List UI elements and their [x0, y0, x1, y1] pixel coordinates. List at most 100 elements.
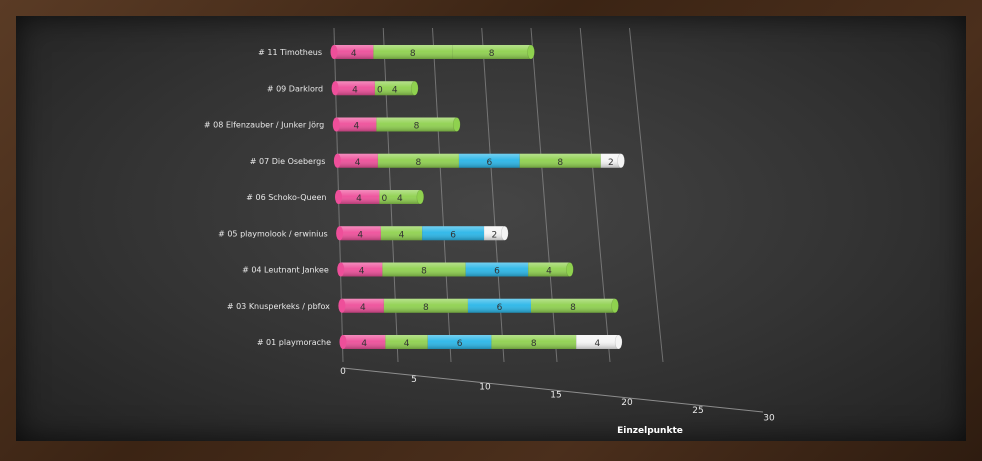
category-label: # 05 playmolook / erwinius [218, 229, 328, 238]
x-tick-label-20: 20 [621, 398, 633, 408]
x-axis-title: Einzelpunkte [617, 426, 683, 436]
bar-segment-shading [382, 262, 466, 277]
bar-value-label: 6 [457, 339, 463, 349]
x-tick-label-25: 25 [692, 406, 703, 416]
bar-start-cap [330, 45, 338, 59]
bar-segment-shading [336, 117, 377, 132]
bar-value-label: 2 [608, 158, 614, 168]
bar-start-cap [337, 262, 345, 277]
bar-segment-shading [452, 45, 531, 59]
x-tick-label-10: 10 [479, 383, 491, 393]
bar-end-cap [527, 44, 535, 60]
bar-segment-shading [339, 226, 381, 241]
bar-value-label: 4 [404, 339, 410, 349]
bar-end-cap [566, 262, 574, 277]
category-label: # 08 Elfenzauber / Junker Jörg [204, 121, 324, 130]
bar-value-label: 4 [359, 267, 365, 277]
bar-segment-shading [337, 153, 378, 168]
bar-start-cap [331, 81, 339, 96]
gridline-30 [629, 27, 664, 363]
bar-value-label: 8 [421, 267, 427, 277]
bar-end-cap [500, 225, 509, 241]
bar-value-label: 6 [486, 158, 492, 168]
bar-end-cap [611, 298, 619, 314]
category-label: # 03 Knusperkeks / pbfox [227, 302, 330, 311]
bar-value-label: 4 [399, 230, 405, 240]
bar-end-cap [410, 80, 419, 96]
bar-value-label: 4 [356, 194, 362, 204]
bar-start-cap [333, 153, 341, 168]
bar-value-label: 4 [595, 339, 601, 349]
bar-segment-shading [340, 262, 383, 277]
bar-value-label: 2 [492, 230, 498, 240]
bar-segment-shading [341, 298, 384, 313]
category-label: # 09 Darklord [267, 84, 323, 93]
bar-end-cap [452, 117, 461, 132]
bar-start-cap [338, 298, 346, 313]
bar-segment-shading [484, 226, 505, 241]
bar-value-label: 8 [423, 303, 429, 313]
bar-segment-shading [373, 45, 453, 59]
bar-segment-shading [422, 226, 485, 241]
bar-value-label: 4 [355, 158, 361, 168]
category-label: # 06 Schoko-Queen [246, 193, 326, 202]
bar-start-cap [339, 335, 347, 349]
bar-end-cap [416, 189, 425, 205]
bar-value-label: 8 [489, 49, 495, 59]
bar-segment-shading [385, 335, 428, 349]
category-label: # 11 Timotheus [258, 48, 322, 57]
bar-value-label: 4 [357, 230, 363, 240]
bar-value-label: 0 [382, 194, 388, 204]
bar-segment-shading [379, 190, 421, 204]
bar-segment-shading [377, 153, 459, 168]
bar-value-label: 6 [494, 267, 500, 277]
chalkboard: 0 5 10 15 20 25 30 # 11 Timotheus # 09 Darklord… [16, 16, 966, 441]
bar-segment-shading [465, 262, 529, 277]
category-label: # 04 Leutnant Jankee [242, 266, 329, 275]
bar-segment-shading [576, 335, 619, 349]
bar-value-label: 6 [450, 230, 456, 240]
bar-value-label: 4 [392, 85, 398, 95]
bar-segment-shading [467, 298, 531, 313]
category-label: # 07 Die Osebergs [250, 157, 326, 166]
x-tick-label-30: 30 [763, 414, 775, 424]
bar-start-cap [336, 226, 344, 241]
x-tick-label-0: 0 [340, 367, 346, 377]
label-layer: # 11 Timotheus # 09 Darklord # 08 Elfenzau… [204, 48, 614, 349]
bar-start-cap [332, 117, 340, 132]
category-label: # 01 playmorache [257, 338, 331, 347]
bar-end-cap [617, 153, 625, 169]
x-tick-label-15: 15 [550, 390, 561, 400]
bar-segment-shading [374, 81, 415, 96]
bar-segment-shading [600, 153, 622, 168]
bar-value-label: 4 [360, 303, 366, 313]
bar-value-label: 8 [414, 122, 420, 132]
bar-segment-shading [491, 335, 577, 349]
bar-value-label: 8 [557, 158, 563, 168]
bar-segment-shading [528, 262, 570, 277]
bar-segment-shading [530, 298, 616, 313]
bar-segment-shading [380, 226, 423, 241]
axis-layer: 0 5 10 15 20 25 30 [340, 367, 775, 424]
bar-segment-shading [519, 153, 601, 168]
bar-value-label: 4 [397, 194, 403, 204]
bar-value-label: 6 [497, 303, 503, 313]
bar-segment-shading [343, 335, 386, 349]
bar-value-label: 0 [377, 85, 383, 95]
bar-segment-shading [335, 81, 375, 96]
bar-value-label: 4 [361, 339, 367, 349]
x-tick-label-5: 5 [411, 375, 417, 385]
bar-value-label: 8 [416, 158, 422, 168]
bar-value-label: 4 [546, 267, 552, 277]
bar-value-label: 4 [351, 49, 357, 59]
bar-value-label: 8 [570, 303, 576, 313]
bar-value-label: 4 [353, 122, 359, 132]
bar-segment-shading [427, 335, 492, 349]
bar-segment-shading [376, 117, 457, 132]
bar-segment-shading [458, 153, 520, 168]
bar-segment-shading [334, 45, 374, 59]
bar-segment-shading [383, 298, 468, 313]
bar-start-cap [335, 190, 342, 204]
